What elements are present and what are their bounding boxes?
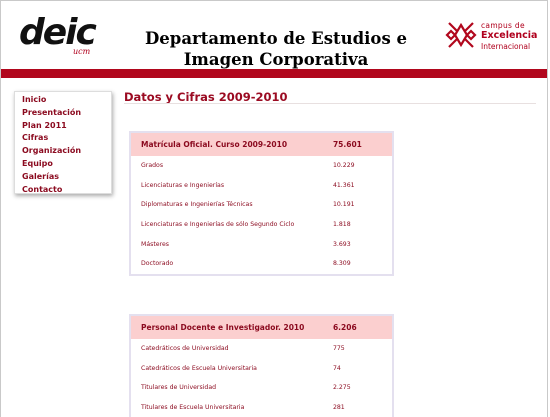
campus-excelencia-logo[interactable]: campus de Excelencia Internacional (445, 19, 537, 59)
row-label: Grados (141, 162, 164, 170)
nav-item-inicio[interactable]: Inicio (22, 95, 47, 104)
section-title: Datos y Cifras 2009-2010 (124, 90, 288, 104)
row-label: Doctorado (141, 260, 174, 268)
table-row: Diplomaturas e Ingenierías Técnicas 10.19… (131, 195, 392, 215)
nav-item-presentacion[interactable]: Presentación (22, 107, 82, 117)
nav-item-galerias[interactable]: Galerías (22, 171, 59, 181)
row-value: 1.818 (332, 221, 351, 229)
matricula-table: Matrícula Oficial. Curso 2009-2010 75.60… (129, 131, 394, 276)
nav-item-equipo[interactable]: Equipo (22, 158, 53, 168)
table-row: Licenciaturas e Ingenierías 41.361 (131, 176, 392, 196)
row-value: 775 (332, 345, 345, 353)
row-value: 10.191 (332, 201, 355, 209)
nav-item-cifras[interactable]: Cifras (22, 133, 49, 143)
personal-docente-table: Personal Docente e Investigador. 2010 6.… (129, 314, 394, 417)
site-title: Departamento de Estudios e Imagen Corpor… (145, 29, 407, 69)
table-header-label: Matrícula Oficial. Curso 2009-2010 (141, 140, 288, 149)
table-row: Másteres 3.693 (131, 234, 392, 254)
campus-label-1: campus de (481, 21, 525, 30)
row-label: Diplomaturas e Ingenierías Técnicas (141, 201, 253, 209)
table-header-value: 75.601 (332, 140, 362, 149)
row-value: 281 (332, 404, 345, 412)
nav-item-organizacion[interactable]: Organización (22, 146, 82, 156)
table-row: Licenciaturas e Ingenierías de sólo Segu… (131, 215, 392, 235)
table-row: Titulares de Escuela Universitaria 281 (131, 398, 392, 417)
campus-emblem-icon (445, 22, 477, 48)
ucm-logo-text: ucm (73, 47, 91, 56)
table-header: Matrícula Oficial. Curso 2009-2010 75.60… (131, 133, 392, 156)
campus-label-2: Excelencia (481, 30, 538, 41)
row-value: 41.361 (332, 181, 355, 189)
title-divider (124, 103, 536, 104)
table-row: Grados 10.229 (131, 156, 392, 176)
site-header: deic ucm Departamento de Estudios e Imag… (1, 1, 547, 69)
campus-label-3: Internacional (481, 42, 531, 51)
table-header-label: Personal Docente e Investigador. 2010 (141, 323, 305, 332)
sidebar-nav: Inicio Presentación Plan 2011 Cifras Org… (14, 91, 112, 194)
row-value: 3.693 (332, 240, 351, 248)
row-value: 8.309 (332, 260, 351, 268)
row-label: Másteres (141, 240, 170, 248)
row-label: Licenciaturas e Ingenierías de sólo Segu… (141, 221, 295, 229)
row-label: Catedráticos de Universidad (141, 345, 229, 353)
nav-item-plan-2011[interactable]: Plan 2011 (22, 120, 67, 130)
row-value: 74 (332, 364, 341, 372)
table-header-value: 6.206 (332, 323, 357, 332)
nav-item-contacto[interactable]: Contacto (22, 184, 63, 194)
table-row: Doctorado 8.309 (131, 254, 392, 274)
row-value: 2.275 (332, 384, 351, 392)
row-label: Catedráticos de Escuela Universitaria (141, 364, 257, 372)
row-value: 10.229 (332, 162, 355, 170)
deic-logo[interactable]: deic (19, 12, 97, 53)
table-header: Personal Docente e Investigador. 2010 6.… (131, 316, 392, 339)
header-accent-bar (1, 69, 547, 78)
table-row: Titulares de Universidad 2.275 (131, 378, 392, 398)
row-label: Titulares de Universidad (141, 384, 217, 392)
table-row: Catedráticos de Escuela Universitaria 74 (131, 359, 392, 379)
row-label: Titulares de Escuela Universitaria (141, 404, 245, 412)
table-row: Catedráticos de Universidad 775 (131, 339, 392, 359)
row-label: Licenciaturas e Ingenierías (141, 181, 225, 189)
